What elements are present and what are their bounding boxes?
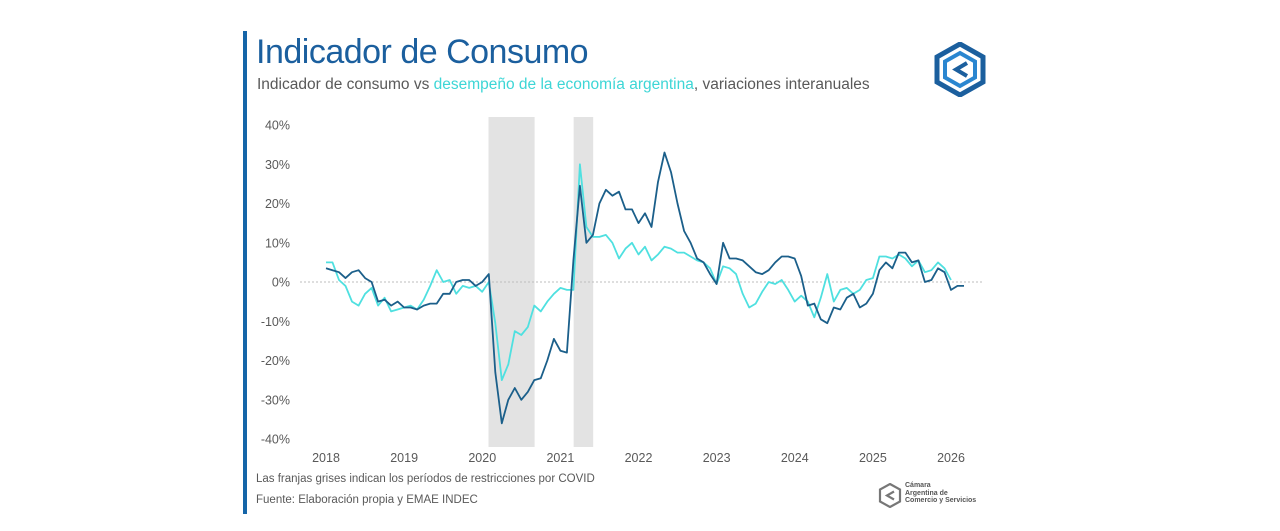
y-tick-label: -40% bbox=[261, 433, 290, 447]
series-line-consumo bbox=[325, 151, 964, 425]
y-tick-label: 30% bbox=[265, 158, 290, 172]
y-tick-label: -20% bbox=[261, 354, 290, 368]
series-lines bbox=[325, 151, 964, 425]
y-tick-label: 20% bbox=[265, 197, 290, 211]
covid-note: Las franjas grises indican los períodos … bbox=[256, 473, 595, 485]
x-tick-label: 2020 bbox=[468, 451, 496, 465]
cac-line-1: Cámara bbox=[905, 482, 931, 489]
accent-bar bbox=[243, 31, 247, 514]
cac-logo: Cámara Argentina de Comercio y Servicios bbox=[878, 480, 998, 512]
page-title: Indicador de Consumo bbox=[256, 33, 589, 71]
x-tick-label: 2025 bbox=[859, 451, 887, 465]
x-tick-label: 2022 bbox=[625, 451, 653, 465]
subtitle-highlight: desempeño de la economía argentina bbox=[433, 76, 694, 93]
cac-line-3: Comercio y Servicios bbox=[905, 497, 977, 505]
y-axis-ticks: 40% 30% 20% 10% 0% -10% -20% -30% -40% bbox=[261, 119, 290, 447]
x-axis-ticks: 2018 2019 2020 2021 2022 2023 2024 2025 2026 bbox=[312, 451, 965, 465]
x-tick-label: 2018 bbox=[312, 451, 340, 465]
x-tick-label: 2021 bbox=[546, 451, 574, 465]
brand-logo-icon bbox=[934, 42, 986, 97]
y-tick-label: -30% bbox=[261, 393, 290, 407]
subtitle: Indicador de consumo vs desempeño de la … bbox=[257, 76, 870, 94]
x-tick-label: 2019 bbox=[390, 451, 418, 465]
x-tick-label: 2023 bbox=[703, 451, 731, 465]
subtitle-part2: , variaciones interanuales bbox=[693, 76, 870, 93]
y-tick-label: -10% bbox=[261, 315, 290, 329]
covid-band-1 bbox=[488, 117, 535, 447]
y-tick-label: 0% bbox=[272, 276, 290, 290]
subtitle-part1: Indicador de consumo vs bbox=[257, 76, 434, 93]
y-tick-label: 40% bbox=[265, 119, 290, 133]
cac-line-2: Argentina de bbox=[905, 489, 948, 497]
y-tick-label: 10% bbox=[265, 236, 290, 250]
source-note: Fuente: Elaboración propia y EMAE INDEC bbox=[256, 494, 478, 506]
x-tick-label: 2026 bbox=[937, 451, 965, 465]
cac-logo-text: Cámara Argentina de Comercio y Servicios bbox=[905, 482, 976, 505]
series-line-emae bbox=[326, 163, 952, 382]
x-tick-label: 2024 bbox=[781, 451, 809, 465]
cac-logo-icon bbox=[878, 483, 902, 508]
